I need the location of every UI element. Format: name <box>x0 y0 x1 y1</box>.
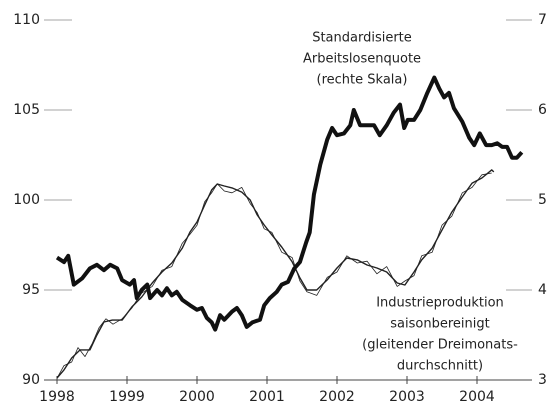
y-tick-label: 100 <box>13 192 40 208</box>
y-tick-label: 110 <box>13 12 40 28</box>
x-tick-label: 2003 <box>389 389 425 405</box>
annotation: saisonbereinigt <box>390 317 489 332</box>
x-tick-label: 2004 <box>459 389 495 405</box>
x-tick-label: 1999 <box>109 389 145 405</box>
y-tick-label: 95 <box>22 282 40 298</box>
y2-tick-label: 5 <box>538 192 547 208</box>
x-tick-label: 2000 <box>179 389 215 405</box>
x-tick-label: 2001 <box>249 389 285 405</box>
y2-tick-label: 6 <box>538 102 547 118</box>
x-tick-label: 1998 <box>39 389 75 405</box>
y-tick-label: 105 <box>13 102 40 118</box>
y2-tick-label: 4 <box>538 282 547 298</box>
y2-tick-label: 3 <box>538 372 547 388</box>
y-tick-label: 90 <box>22 372 40 388</box>
annotation: Arbeitslosenquote <box>303 52 421 67</box>
annotation: (gleitender Dreimonats- <box>362 338 518 353</box>
annotation: Industrieproduktion <box>376 296 504 311</box>
series-line <box>56 169 495 379</box>
series-line <box>55 75 524 332</box>
annotation: (rechte Skala) <box>317 73 408 88</box>
x-tick-label: 2002 <box>319 389 355 405</box>
annotation: durchschnitt) <box>397 359 483 374</box>
annotation: Standardisierte <box>312 31 412 46</box>
y2-tick-label: 7 <box>538 12 547 28</box>
